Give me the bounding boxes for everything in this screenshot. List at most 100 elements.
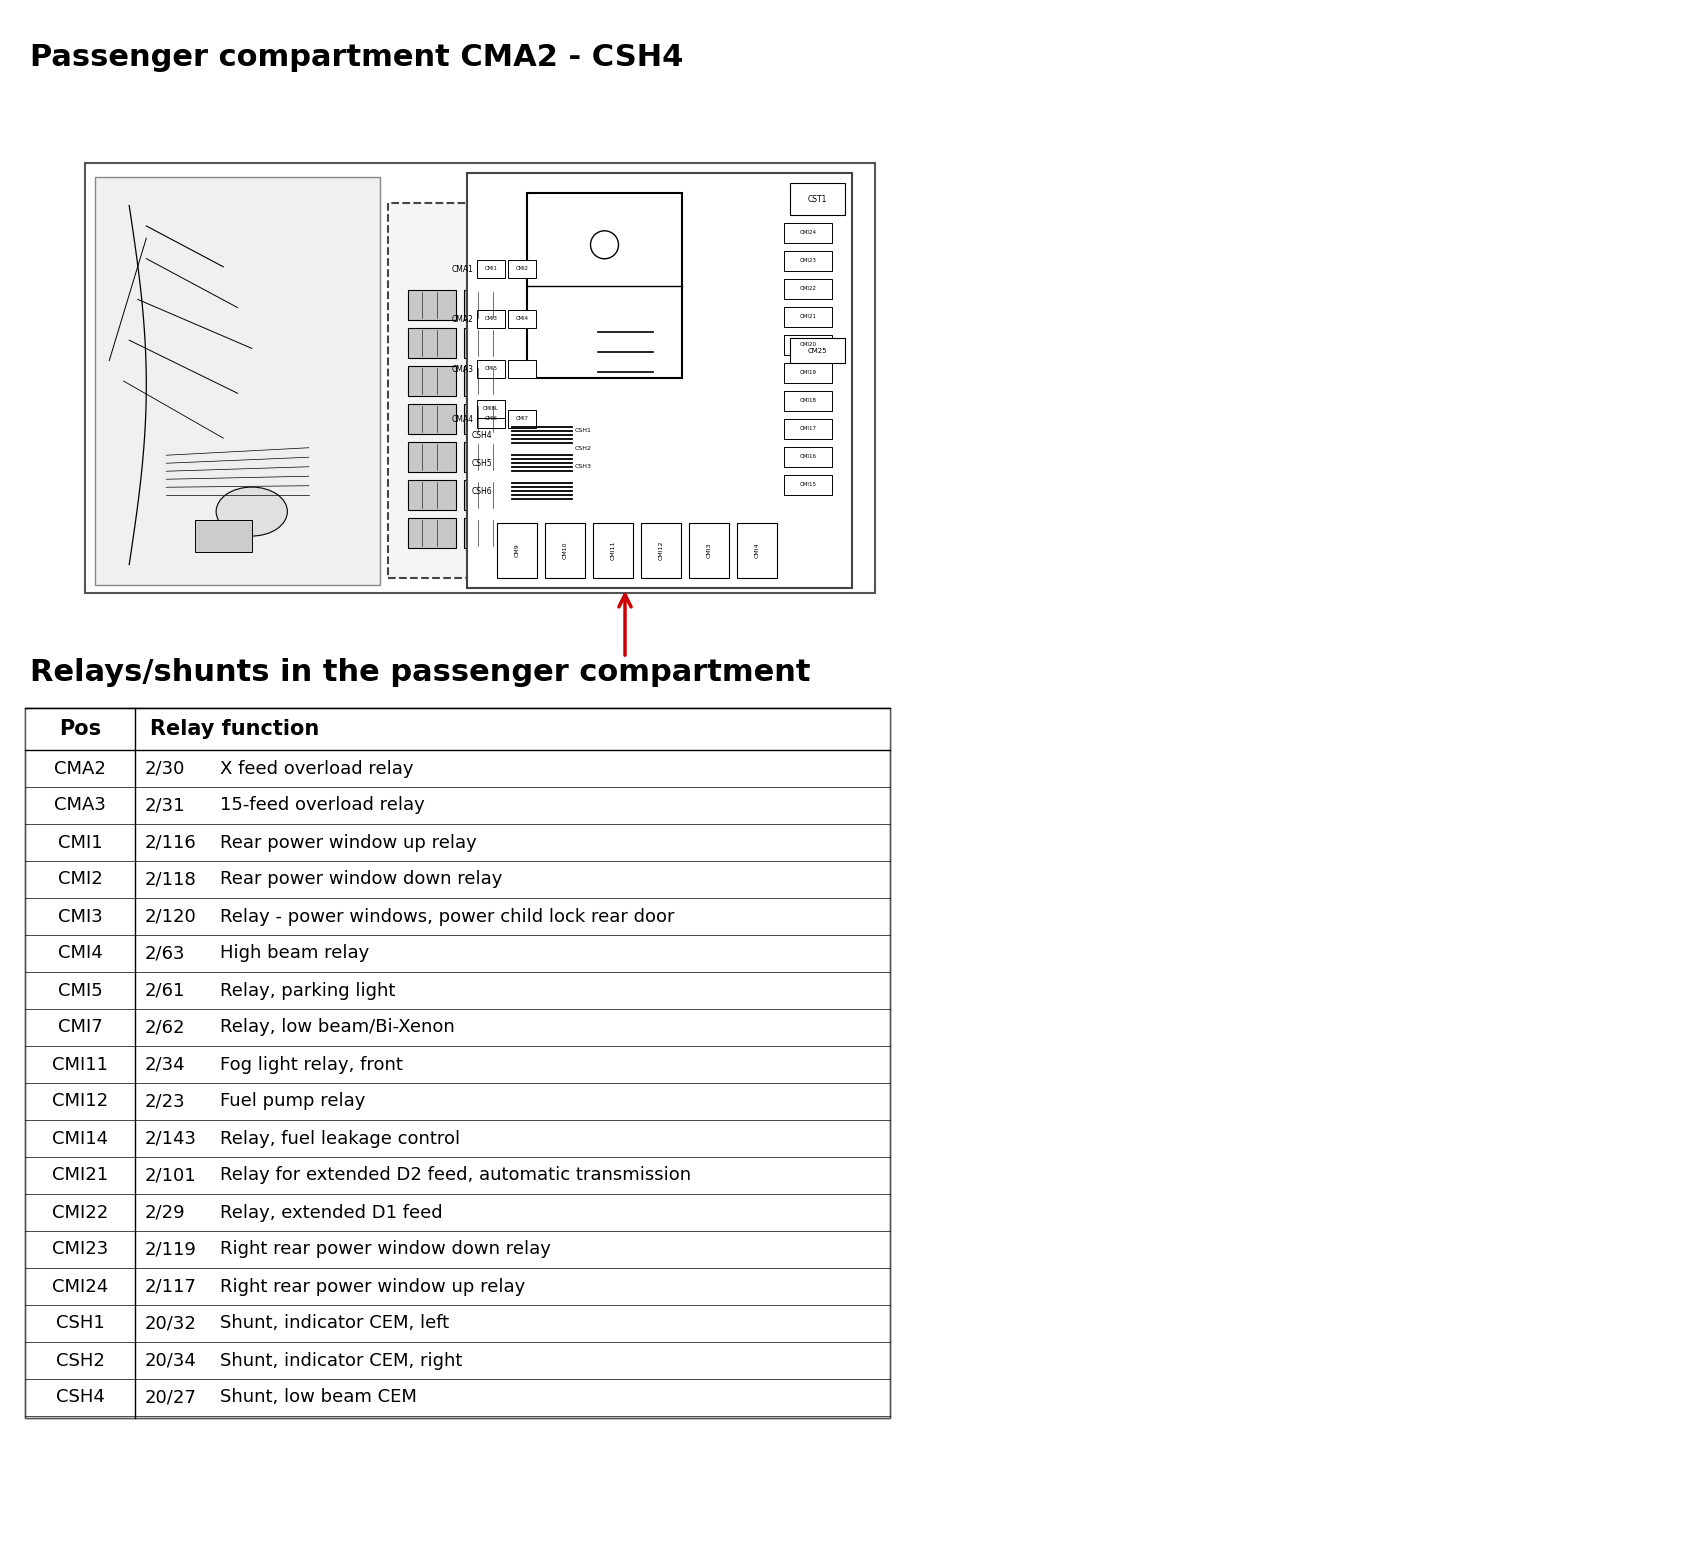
Bar	[477, 259, 505, 278]
Bar	[784, 363, 831, 384]
Text: Relay - power windows, power child lock rear door: Relay - power windows, power child lock …	[220, 907, 674, 926]
Bar	[508, 360, 537, 377]
Bar	[784, 280, 831, 300]
Bar	[408, 443, 455, 472]
Text: CMI3: CMI3	[58, 907, 102, 926]
Text: Passenger compartment CMA2 - CSH4: Passenger compartment CMA2 - CSH4	[30, 43, 684, 71]
Bar	[508, 410, 537, 429]
Bar	[642, 523, 681, 578]
Bar	[408, 404, 455, 433]
Text: CMI21: CMI21	[52, 1166, 108, 1185]
Bar	[464, 328, 511, 359]
Bar	[784, 475, 831, 495]
Text: 2/34: 2/34	[146, 1056, 186, 1073]
Bar	[464, 290, 511, 320]
Bar	[25, 708, 891, 1418]
Text: 15-feed overload relay: 15-feed overload relay	[220, 797, 425, 814]
Bar	[464, 480, 511, 509]
Text: CSH4: CSH4	[56, 1388, 105, 1407]
Bar	[464, 404, 511, 433]
Text: CMI3: CMI3	[484, 317, 498, 321]
Text: 20/32: 20/32	[146, 1314, 196, 1332]
Text: 2/120: 2/120	[146, 907, 196, 926]
Text: CMI24: CMI24	[799, 230, 816, 236]
Bar	[464, 443, 511, 472]
Ellipse shape	[217, 488, 288, 536]
Text: CMI8L: CMI8L	[483, 407, 499, 412]
Bar	[408, 328, 455, 359]
Text: Relay, fuel leakage control: Relay, fuel leakage control	[220, 1129, 460, 1148]
Text: CMA3: CMA3	[452, 365, 474, 374]
Bar	[477, 401, 505, 418]
Text: Relays/shunts in the passenger compartment: Relays/shunts in the passenger compartme…	[30, 658, 811, 686]
Bar	[791, 183, 845, 214]
Text: CMA4: CMA4	[452, 415, 474, 424]
Bar	[593, 523, 633, 578]
Bar	[545, 523, 586, 578]
Text: Relay, low beam/Bi-Xenon: Relay, low beam/Bi-Xenon	[220, 1019, 455, 1036]
Text: CSH2: CSH2	[576, 446, 593, 450]
Text: Fog light relay, front: Fog light relay, front	[220, 1056, 403, 1073]
Text: CMI3: CMI3	[706, 542, 711, 559]
Bar	[736, 523, 777, 578]
Bar	[388, 203, 598, 578]
Text: Right rear power window down relay: Right rear power window down relay	[220, 1241, 550, 1258]
Text: Relay, parking light: Relay, parking light	[220, 981, 396, 1000]
Text: 20/34: 20/34	[146, 1351, 196, 1370]
Bar	[784, 419, 831, 439]
Text: 2/62: 2/62	[146, 1019, 186, 1036]
Bar	[477, 410, 505, 429]
Text: CMI1: CMI1	[58, 834, 102, 851]
Text: CSH5: CSH5	[472, 458, 493, 467]
Text: Rear power window up relay: Rear power window up relay	[220, 834, 477, 851]
Text: CSH1: CSH1	[56, 1314, 105, 1332]
Text: 2/143: 2/143	[146, 1129, 196, 1148]
Bar	[408, 480, 455, 509]
Text: CMI14: CMI14	[52, 1129, 108, 1148]
Text: CSH1: CSH1	[576, 427, 593, 432]
Bar	[464, 519, 511, 548]
Bar	[527, 193, 682, 377]
Text: CMI11: CMI11	[611, 540, 616, 561]
Text: Shunt, indicator CEM, right: Shunt, indicator CEM, right	[220, 1351, 462, 1370]
Bar	[498, 523, 537, 578]
Text: 2/116: 2/116	[146, 834, 196, 851]
Text: 20/27: 20/27	[146, 1388, 196, 1407]
Text: CMI19: CMI19	[799, 371, 816, 376]
Bar	[467, 172, 852, 589]
Text: Fuel pump relay: Fuel pump relay	[220, 1092, 366, 1110]
Text: CMI5: CMI5	[484, 367, 498, 371]
Text: CMI11: CMI11	[52, 1056, 108, 1073]
Text: CMI17: CMI17	[799, 427, 816, 432]
Text: CSH2: CSH2	[56, 1351, 105, 1370]
Text: CMI15: CMI15	[799, 483, 816, 488]
Bar	[784, 252, 831, 272]
Text: CMI23: CMI23	[799, 258, 816, 264]
Text: CM25: CM25	[808, 348, 826, 354]
Text: CMI7: CMI7	[58, 1019, 102, 1036]
Text: CMI21: CMI21	[799, 315, 816, 320]
Text: CMI1: CMI1	[484, 267, 498, 272]
Text: 2/101: 2/101	[146, 1166, 196, 1185]
Bar	[784, 335, 831, 356]
Text: CMI2: CMI2	[515, 267, 528, 272]
Text: 2/118: 2/118	[146, 871, 196, 888]
Text: CSH3: CSH3	[576, 463, 593, 469]
Text: CMI22: CMI22	[52, 1204, 108, 1222]
Text: CMI18: CMI18	[799, 399, 816, 404]
Text: CST1: CST1	[808, 194, 826, 203]
Text: CSH6: CSH6	[472, 486, 493, 495]
Bar	[784, 447, 831, 467]
Text: 2/29: 2/29	[146, 1204, 186, 1222]
Text: 2/63: 2/63	[146, 944, 186, 963]
Bar	[464, 367, 511, 396]
Text: Right rear power window up relay: Right rear power window up relay	[220, 1278, 525, 1295]
Text: CMI4: CMI4	[755, 542, 760, 559]
Bar	[408, 290, 455, 320]
Text: CM10: CM10	[562, 542, 567, 559]
Text: CMA2: CMA2	[54, 759, 107, 778]
Bar	[477, 360, 505, 377]
Text: Shunt, low beam CEM: Shunt, low beam CEM	[220, 1388, 416, 1407]
Text: Pos: Pos	[59, 719, 102, 739]
Text: CMI4: CMI4	[515, 317, 528, 321]
